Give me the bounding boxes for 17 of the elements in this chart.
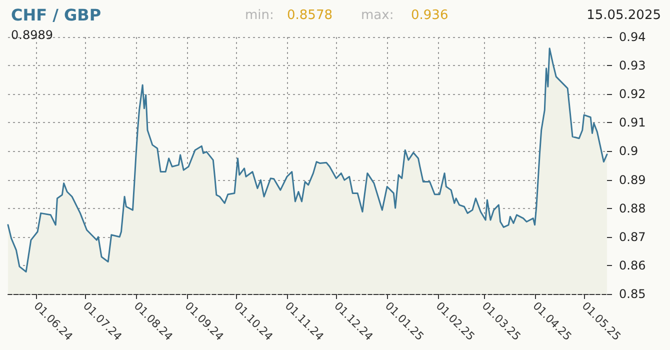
y-tick-label: 0.87 xyxy=(619,230,646,244)
y-tick-label: 0.93 xyxy=(619,58,646,73)
y-tick-label: 0.88 xyxy=(619,201,646,216)
y-tick-label: 0.92 xyxy=(619,87,646,102)
text: max: xyxy=(361,8,394,23)
y-tick-label: 0.94 xyxy=(619,30,646,44)
text: 15.05.2025 xyxy=(586,8,662,23)
y-tick-label: 0.85 xyxy=(619,287,646,301)
annotation: 0.8989 xyxy=(11,28,53,42)
text: min: xyxy=(245,8,274,23)
y-tick-label: 0.91 xyxy=(619,116,646,130)
chart-title: CHF / GBP xyxy=(11,6,102,24)
y-tick-label: 0.89 xyxy=(619,172,646,187)
text: 0.936 xyxy=(411,8,448,23)
text: 0.8578 xyxy=(287,8,332,23)
y-tick-label: 0.9 xyxy=(619,144,638,158)
y-tick-label: 0.86 xyxy=(619,258,646,272)
